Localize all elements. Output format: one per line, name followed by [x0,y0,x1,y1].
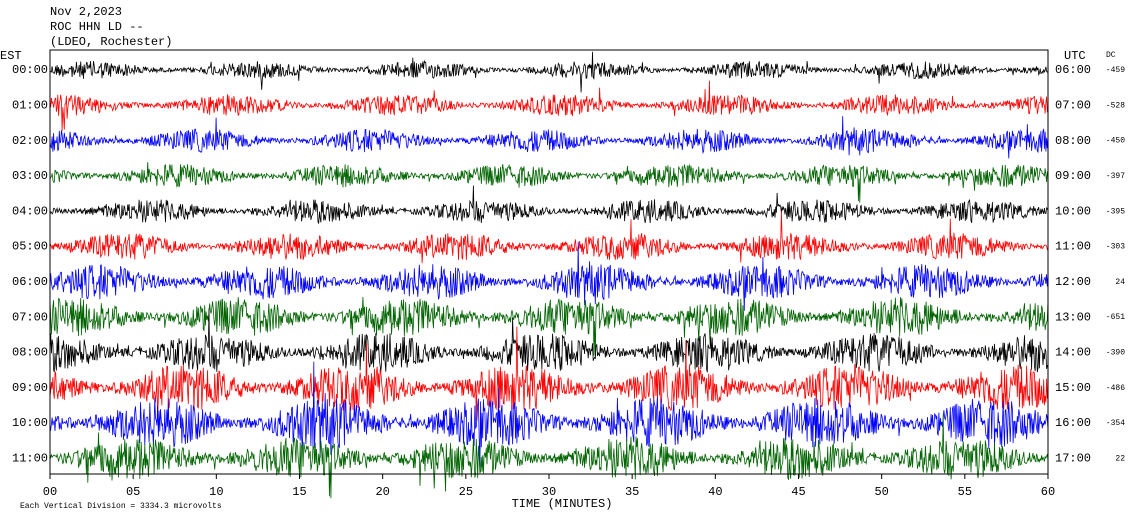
dc-value: 22 [1115,454,1125,463]
trace [49,51,1049,93]
est-row-label: 05:00 [12,240,48,254]
utc-row-label: 10:00 [1055,204,1091,218]
utc-row-label: 11:00 [1055,240,1091,254]
est-row-label: 06:00 [12,275,48,289]
traces [49,51,1049,499]
plot-frame [49,49,1049,475]
utc-row-label: 13:00 [1055,310,1091,324]
x-tick-label: 30 [542,485,556,499]
utc-row-label: 16:00 [1055,416,1091,430]
x-tick-label: 00 [43,485,57,499]
trace [49,116,1049,159]
dc-value: -395 [1106,207,1125,216]
dc-value: -651 [1106,313,1125,322]
right-axis-label: UTC [1064,49,1086,63]
utc-row-label: 09:00 [1055,169,1091,183]
x-tick-label: 05 [126,485,140,499]
x-tick-label: 40 [708,485,722,499]
header-date: Nov 2,2023 [50,5,122,19]
utc-row-label: 17:00 [1055,451,1091,465]
dc-value: -390 [1106,349,1125,358]
trace [49,162,1049,203]
x-tick-label: 45 [791,485,805,499]
utc-row-label: 06:00 [1055,63,1091,77]
dc-value: -486 [1106,384,1125,393]
est-row-label: 02:00 [12,134,48,148]
dc-label: DC [1106,51,1116,60]
est-row-label: 07:00 [12,310,48,324]
trace [49,211,1049,264]
x-tick-label: 60 [1041,485,1055,499]
trace [49,80,1049,132]
left-axis-label: EST [0,49,22,63]
est-row-label: 08:00 [12,346,48,360]
x-tick-label: 25 [459,485,473,499]
dc-value: -354 [1106,419,1125,428]
utc-row-label: 12:00 [1055,275,1091,289]
est-row-label: 04:00 [12,204,48,218]
x-tick-label: 50 [874,485,888,499]
est-row-label: 00:00 [12,63,48,77]
trace [49,414,1049,499]
dc-value: -459 [1106,66,1125,75]
utc-row-label: 08:00 [1055,134,1091,148]
trace [49,326,1049,421]
x-axis-title: TIME (MINUTES) [512,497,613,511]
x-tick-label: 15 [292,485,306,499]
trace [49,361,1049,468]
est-row-label: 10:00 [12,416,48,430]
x-tick-label: 55 [958,485,972,499]
header-station: ROC HHN LD -- [50,20,144,34]
utc-row-label: 14:00 [1055,346,1091,360]
x-tick-label: 20 [375,485,389,499]
x-tick-label: 35 [625,485,639,499]
dc-value: -528 [1106,101,1125,110]
trace [49,185,1049,225]
dc-value: -303 [1106,243,1125,252]
x-tick-label: 10 [209,485,223,499]
trace [49,308,1049,373]
trace [49,241,1049,311]
est-row-label: 11:00 [12,451,48,465]
utc-row-label: 15:00 [1055,381,1091,395]
dc-value: -397 [1106,172,1125,181]
dc-value: 24 [1115,278,1125,287]
header-network: (LDEO, Rochester) [50,35,172,49]
trace [49,296,1049,358]
est-row-label: 03:00 [12,169,48,183]
est-row-label: 09:00 [12,381,48,395]
est-row-label: 01:00 [12,98,48,112]
utc-row-label: 07:00 [1055,98,1091,112]
dc-value: -450 [1106,137,1125,146]
note: Each Vertical Division = 3334.3 microvol… [20,502,222,511]
